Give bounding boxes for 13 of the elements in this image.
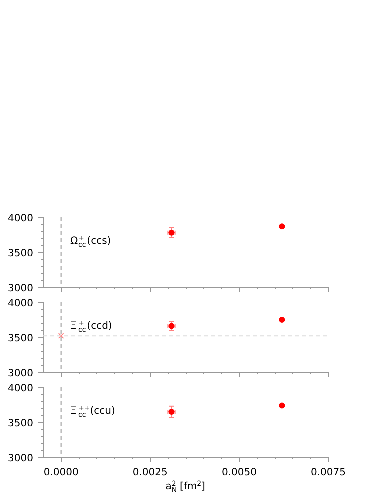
y-tick-label: 3000 [8,284,34,294]
y-tick-label: 4000 [8,214,34,224]
y-tick-label: 4000 [8,298,34,310]
y-tick-label: 3500 [8,334,34,344]
y-tick-label: 3500 [8,248,34,260]
y-tick-label: 3000 [8,454,34,464]
y-tick-label: 4000 [8,384,34,394]
x-tick-label: 0.0000 [44,468,79,478]
y-tick-label: 3000 [8,368,34,380]
x-tick-label: 0.0025 [132,468,168,478]
x-tick-label: 0.0075 [311,468,346,478]
y-tick-label: 3500 [8,418,34,430]
x-tick-label: 0.0050 [222,468,257,478]
